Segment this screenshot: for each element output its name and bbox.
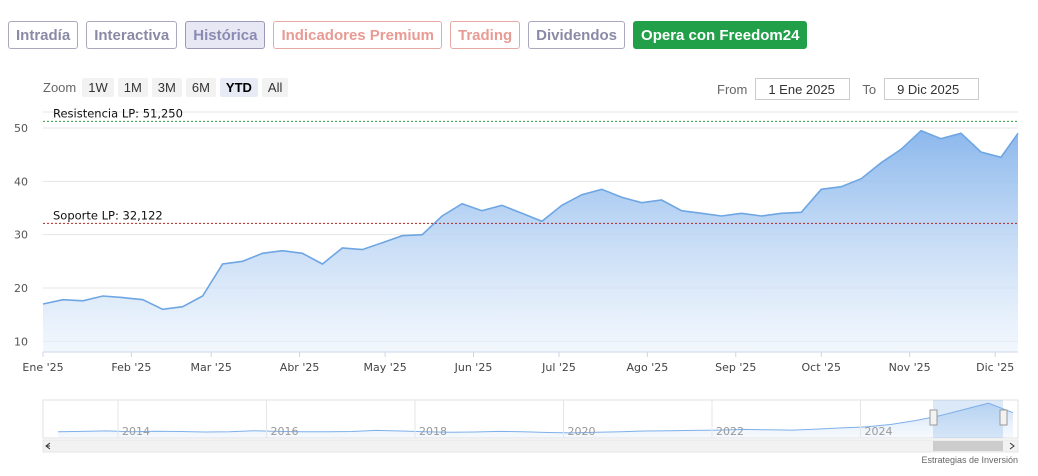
zoom-label: Zoom [43, 80, 77, 95]
scrollbar-thumb[interactable] [933, 441, 1003, 451]
x-tick-label: Jul '25 [541, 361, 576, 374]
x-tick-label: Jun '25 [454, 361, 493, 374]
chart-credit: Estrategias de Inversión [921, 455, 1018, 465]
zoom-1m-button[interactable]: 1M [117, 78, 148, 97]
annotation-label-1: Soporte LP: 32,122 [53, 208, 163, 222]
x-tick-label: May '25 [363, 361, 406, 374]
navigator-selection [933, 400, 1003, 438]
tab-1[interactable]: Interactiva [86, 21, 178, 49]
y-tick-label: 30 [14, 229, 28, 242]
navigator-handle-right[interactable] [999, 409, 1008, 426]
price-line [42, 129, 1019, 311]
navigator-year-label: 2022 [716, 425, 744, 438]
y-tick-label: 50 [14, 122, 28, 135]
to-date-input[interactable]: 9 Dic 2025 [884, 78, 980, 100]
tab-3[interactable]: Indicadores Premium [273, 21, 442, 49]
x-tick-label: Nov '25 [889, 361, 931, 374]
zoom-3m-button[interactable]: 3M [151, 78, 182, 97]
navigator-area [58, 403, 1013, 438]
navigator-year-label: 2014 [122, 425, 150, 438]
zoom-1w-button[interactable]: 1W [82, 78, 114, 97]
tab-5[interactable]: Dividendos [528, 21, 626, 49]
navigator-year-label: 2018 [419, 425, 447, 438]
x-tick-label: Mar '25 [191, 361, 232, 374]
to-label: To [862, 81, 877, 97]
zoom-selector: Zoom 1W 1M 3M 6M YTD All [43, 78, 289, 97]
tab-4[interactable]: Trading [450, 21, 521, 49]
x-tick-label: Sep '25 [715, 361, 756, 374]
from-label: From [717, 81, 748, 97]
tab-0[interactable]: Intradía [8, 21, 79, 49]
scroll-left-arrow-icon[interactable] [45, 442, 51, 450]
navigator-year-label: 2020 [568, 425, 596, 438]
tab-2[interactable]: Histórica [185, 21, 266, 49]
price-area [43, 130, 1018, 352]
tab-6[interactable]: Opera con Freedom24 [633, 21, 808, 49]
y-tick-label: 10 [14, 335, 28, 348]
y-tick-label: 40 [14, 175, 28, 188]
zoom-6m-button[interactable]: 6M [185, 78, 216, 97]
navigator-year-label: 2016 [271, 425, 299, 438]
chart-tabs: Intradía Interactiva Histórica Indicadores … [8, 21, 808, 49]
x-tick-label: Oct '25 [802, 361, 842, 374]
scrollbar-track [42, 439, 1019, 453]
annotation-label-0: Resistencia LP: 51,250 [53, 106, 183, 120]
from-date-input[interactable]: 1 Ene 2025 [755, 78, 851, 100]
x-tick-label: Abr '25 [280, 361, 320, 374]
navigator-line [57, 402, 1014, 434]
x-tick-label: Dic '25 [976, 361, 1014, 374]
navigator-year-label: 2024 [865, 425, 893, 438]
x-tick-label: Ago '25 [627, 361, 669, 374]
navigator-handle-left[interactable] [929, 409, 938, 426]
y-tick-label: 20 [14, 282, 28, 295]
scroll-right-arrow-icon[interactable] [1009, 442, 1015, 450]
x-tick-label: Feb '25 [111, 361, 151, 374]
x-tick-label: Ene '25 [22, 361, 63, 374]
zoom-ytd-button[interactable]: YTD [219, 78, 258, 97]
zoom-all-button[interactable]: All [261, 78, 289, 97]
date-range: From 1 Ene 2025 To 9 Dic 2025 [717, 78, 980, 100]
